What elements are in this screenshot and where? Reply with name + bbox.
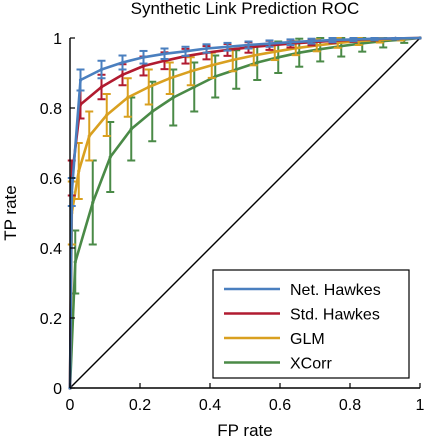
x-tick-label: 0.8 — [339, 397, 361, 414]
data-point — [231, 58, 235, 62]
data-point — [99, 67, 104, 72]
y-tick-label: 0.4 — [40, 241, 62, 258]
data-point — [267, 42, 272, 46]
x-axis-label: FP rate — [217, 421, 272, 436]
legend-label: Net. Hawkes — [290, 282, 381, 299]
data-point — [225, 45, 230, 49]
series-xcorr — [68, 36, 422, 390]
series-net-hawkes — [67, 36, 422, 390]
data-point — [204, 46, 209, 51]
data-point — [246, 43, 251, 47]
data-point — [150, 109, 154, 114]
data-point — [126, 95, 130, 100]
data-point — [120, 73, 125, 77]
plot-area: 0 0.2 0.4 0.6 0.8 1 0 0.2 0.4 0.6 0.8 1 — [40, 31, 424, 414]
data-point — [318, 47, 322, 51]
data-point — [87, 134, 91, 138]
diagonal-reference-line — [69, 37, 421, 389]
x-tick-label: 0 — [66, 397, 75, 414]
data-point — [393, 36, 398, 40]
data-point — [252, 53, 256, 58]
data-point — [70, 190, 74, 194]
data-point — [297, 51, 301, 55]
data-point — [183, 49, 188, 53]
y-tick-label: 0 — [53, 381, 62, 398]
data-point — [147, 85, 151, 89]
legend-label: XCorr — [290, 356, 332, 373]
y-tick-label: 0.2 — [40, 311, 62, 328]
data-point — [273, 50, 277, 54]
tick-layer: 0 0.2 0.4 0.6 0.8 1 0 0.2 0.4 0.6 0.8 1 — [40, 31, 424, 414]
data-point — [288, 40, 293, 44]
data-point — [141, 64, 146, 68]
x-tick-label: 0.2 — [129, 397, 151, 414]
series-layer — [67, 36, 422, 390]
data-point — [120, 60, 125, 65]
data-point — [330, 38, 335, 42]
y-axis-label: TP rate — [1, 185, 20, 240]
y-tick-label: 1 — [53, 31, 62, 48]
data-point — [351, 37, 356, 42]
data-point — [336, 41, 340, 45]
data-point — [171, 95, 175, 100]
legend-entries: Net. Hawkes Std. Hawkes GLM XCorr — [224, 282, 381, 373]
legend: Net. Hawkes Std. Hawkes GLM XCorr — [212, 269, 410, 379]
data-point — [73, 260, 77, 264]
x-tick-label: 0.6 — [269, 397, 291, 414]
y-tick-label: 0.6 — [40, 171, 62, 188]
data-point — [210, 63, 214, 67]
data-point — [294, 46, 298, 50]
data-point — [255, 60, 259, 65]
legend-label: GLM — [290, 331, 325, 348]
data-point — [105, 113, 109, 117]
data-point — [168, 76, 172, 80]
x-tick-label: 0.4 — [199, 397, 221, 414]
data-point — [129, 127, 133, 131]
data-point — [108, 155, 112, 159]
data-point — [418, 36, 422, 40]
data-point — [372, 37, 377, 41]
data-point — [141, 55, 146, 59]
y-tick-label: 0.8 — [40, 101, 62, 118]
data-point — [276, 55, 280, 59]
data-point — [189, 69, 193, 73]
data-point — [315, 43, 319, 47]
legend-label: Std. Hawkes — [290, 307, 380, 324]
data-point — [91, 200, 95, 205]
data-point — [77, 169, 81, 173]
data-point — [309, 39, 314, 43]
x-tick-label: 1 — [416, 397, 424, 414]
chart-title: Synthetic Link Prediction ROC — [131, 0, 360, 18]
data-point — [99, 85, 104, 89]
data-point — [162, 52, 167, 56]
data-point — [78, 78, 83, 82]
